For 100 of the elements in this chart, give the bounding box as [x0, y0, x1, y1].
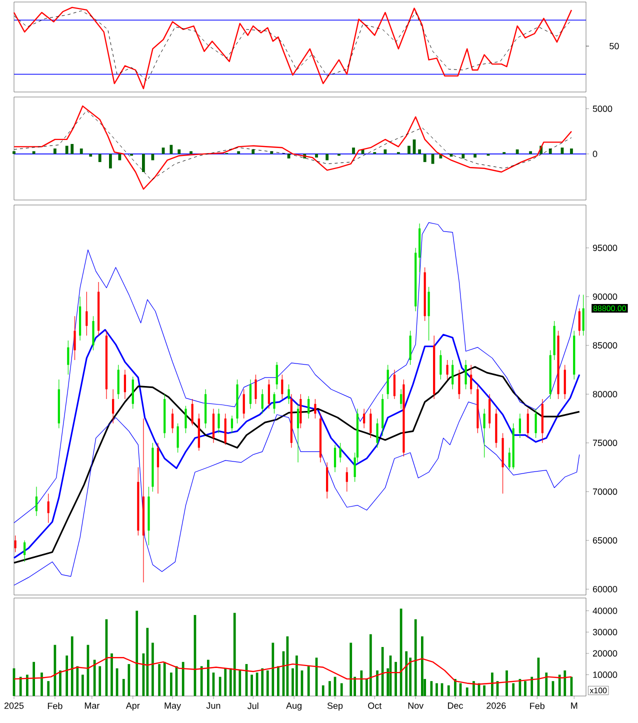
candlestick	[230, 415, 234, 434]
bar	[170, 672, 172, 696]
bar	[47, 681, 50, 696]
y-tick-label: 85000	[592, 342, 618, 349]
bar	[70, 144, 74, 154]
bar	[524, 681, 526, 696]
candlestick	[171, 408, 174, 434]
x-tick-label: Mar	[84, 702, 100, 709]
bar	[466, 687, 468, 696]
bar	[250, 674, 253, 696]
candlestick	[508, 447, 510, 470]
bar	[405, 651, 408, 696]
bar	[158, 664, 161, 696]
line-series	[13, 105, 572, 190]
candlestick	[314, 398, 316, 419]
candlestick	[518, 413, 522, 438]
y-tick-label: 0	[592, 150, 598, 158]
bar	[462, 154, 465, 158]
candlestick	[249, 379, 252, 410]
bar	[182, 662, 184, 696]
candlestick	[191, 398, 194, 426]
bar	[98, 154, 102, 162]
bar	[570, 148, 573, 154]
bar	[40, 672, 43, 696]
candlestick	[346, 466, 348, 492]
x-tick-label: May	[164, 702, 181, 711]
bar	[178, 149, 181, 154]
candlestick	[268, 379, 270, 410]
candlestick	[273, 392, 276, 414]
y-tick-label: 5000	[592, 106, 612, 112]
bar	[529, 151, 532, 154]
candlestick	[446, 360, 448, 380]
bar	[296, 656, 298, 696]
line-series	[14, 110, 572, 180]
x-tick-label: Jul	[248, 702, 258, 710]
candlestick	[47, 493, 50, 524]
bar	[233, 612, 236, 696]
bar	[423, 154, 426, 162]
x-tick-label: Nov	[408, 702, 424, 709]
bar	[98, 666, 102, 696]
bar	[80, 148, 83, 154]
bar	[307, 666, 310, 696]
y-tick-label: 65000	[592, 537, 618, 544]
candlestick	[393, 369, 396, 400]
candlestick	[242, 388, 245, 419]
bar	[474, 154, 476, 158]
bar	[381, 647, 384, 696]
bar	[118, 154, 122, 160]
bar	[418, 149, 422, 154]
bar	[66, 656, 68, 696]
bar	[200, 666, 203, 696]
bar	[82, 674, 84, 696]
bar	[326, 154, 329, 160]
candlestick	[452, 360, 454, 390]
y-tick-label: 40000	[592, 608, 618, 614]
candlestick	[176, 423, 179, 453]
bar	[315, 154, 318, 158]
bar	[19, 676, 22, 696]
y-tick-label: 20000	[592, 650, 618, 657]
bar	[89, 154, 92, 157]
x-tick-label: Jun	[206, 702, 220, 709]
y-tick-label: 30000	[592, 628, 618, 636]
bar	[76, 666, 79, 696]
bar	[328, 681, 331, 696]
candlestick	[526, 408, 529, 438]
candlestick	[156, 442, 160, 494]
bar	[558, 674, 561, 696]
bar	[272, 642, 274, 696]
candlestick	[288, 384, 290, 404]
bar	[322, 685, 324, 696]
candlestick	[14, 535, 16, 552]
candlestick	[281, 374, 284, 400]
candlestick	[184, 406, 187, 434]
y-tick-label: 90000	[592, 293, 618, 300]
bar	[12, 151, 16, 154]
bar	[394, 662, 397, 696]
line-series	[14, 222, 580, 524]
line-series	[13, 366, 580, 564]
candlestick	[276, 362, 278, 390]
line-series	[13, 328, 580, 559]
bar	[70, 636, 74, 696]
bar	[454, 678, 456, 696]
bar	[142, 154, 145, 172]
bar	[472, 681, 475, 696]
text: 50	[610, 42, 619, 50]
bar	[152, 642, 154, 696]
bar	[506, 670, 508, 696]
x-tick-label: Sep	[327, 702, 343, 711]
candlestick	[24, 540, 26, 562]
bar	[483, 685, 486, 696]
bar	[146, 628, 149, 696]
bar	[128, 664, 130, 696]
bar	[491, 672, 494, 696]
bar	[32, 151, 36, 154]
y-tick-label: 95000	[592, 244, 618, 252]
bar	[530, 676, 534, 696]
bar	[266, 670, 269, 696]
bar	[190, 151, 192, 154]
bar	[26, 674, 28, 696]
bar	[224, 668, 227, 696]
